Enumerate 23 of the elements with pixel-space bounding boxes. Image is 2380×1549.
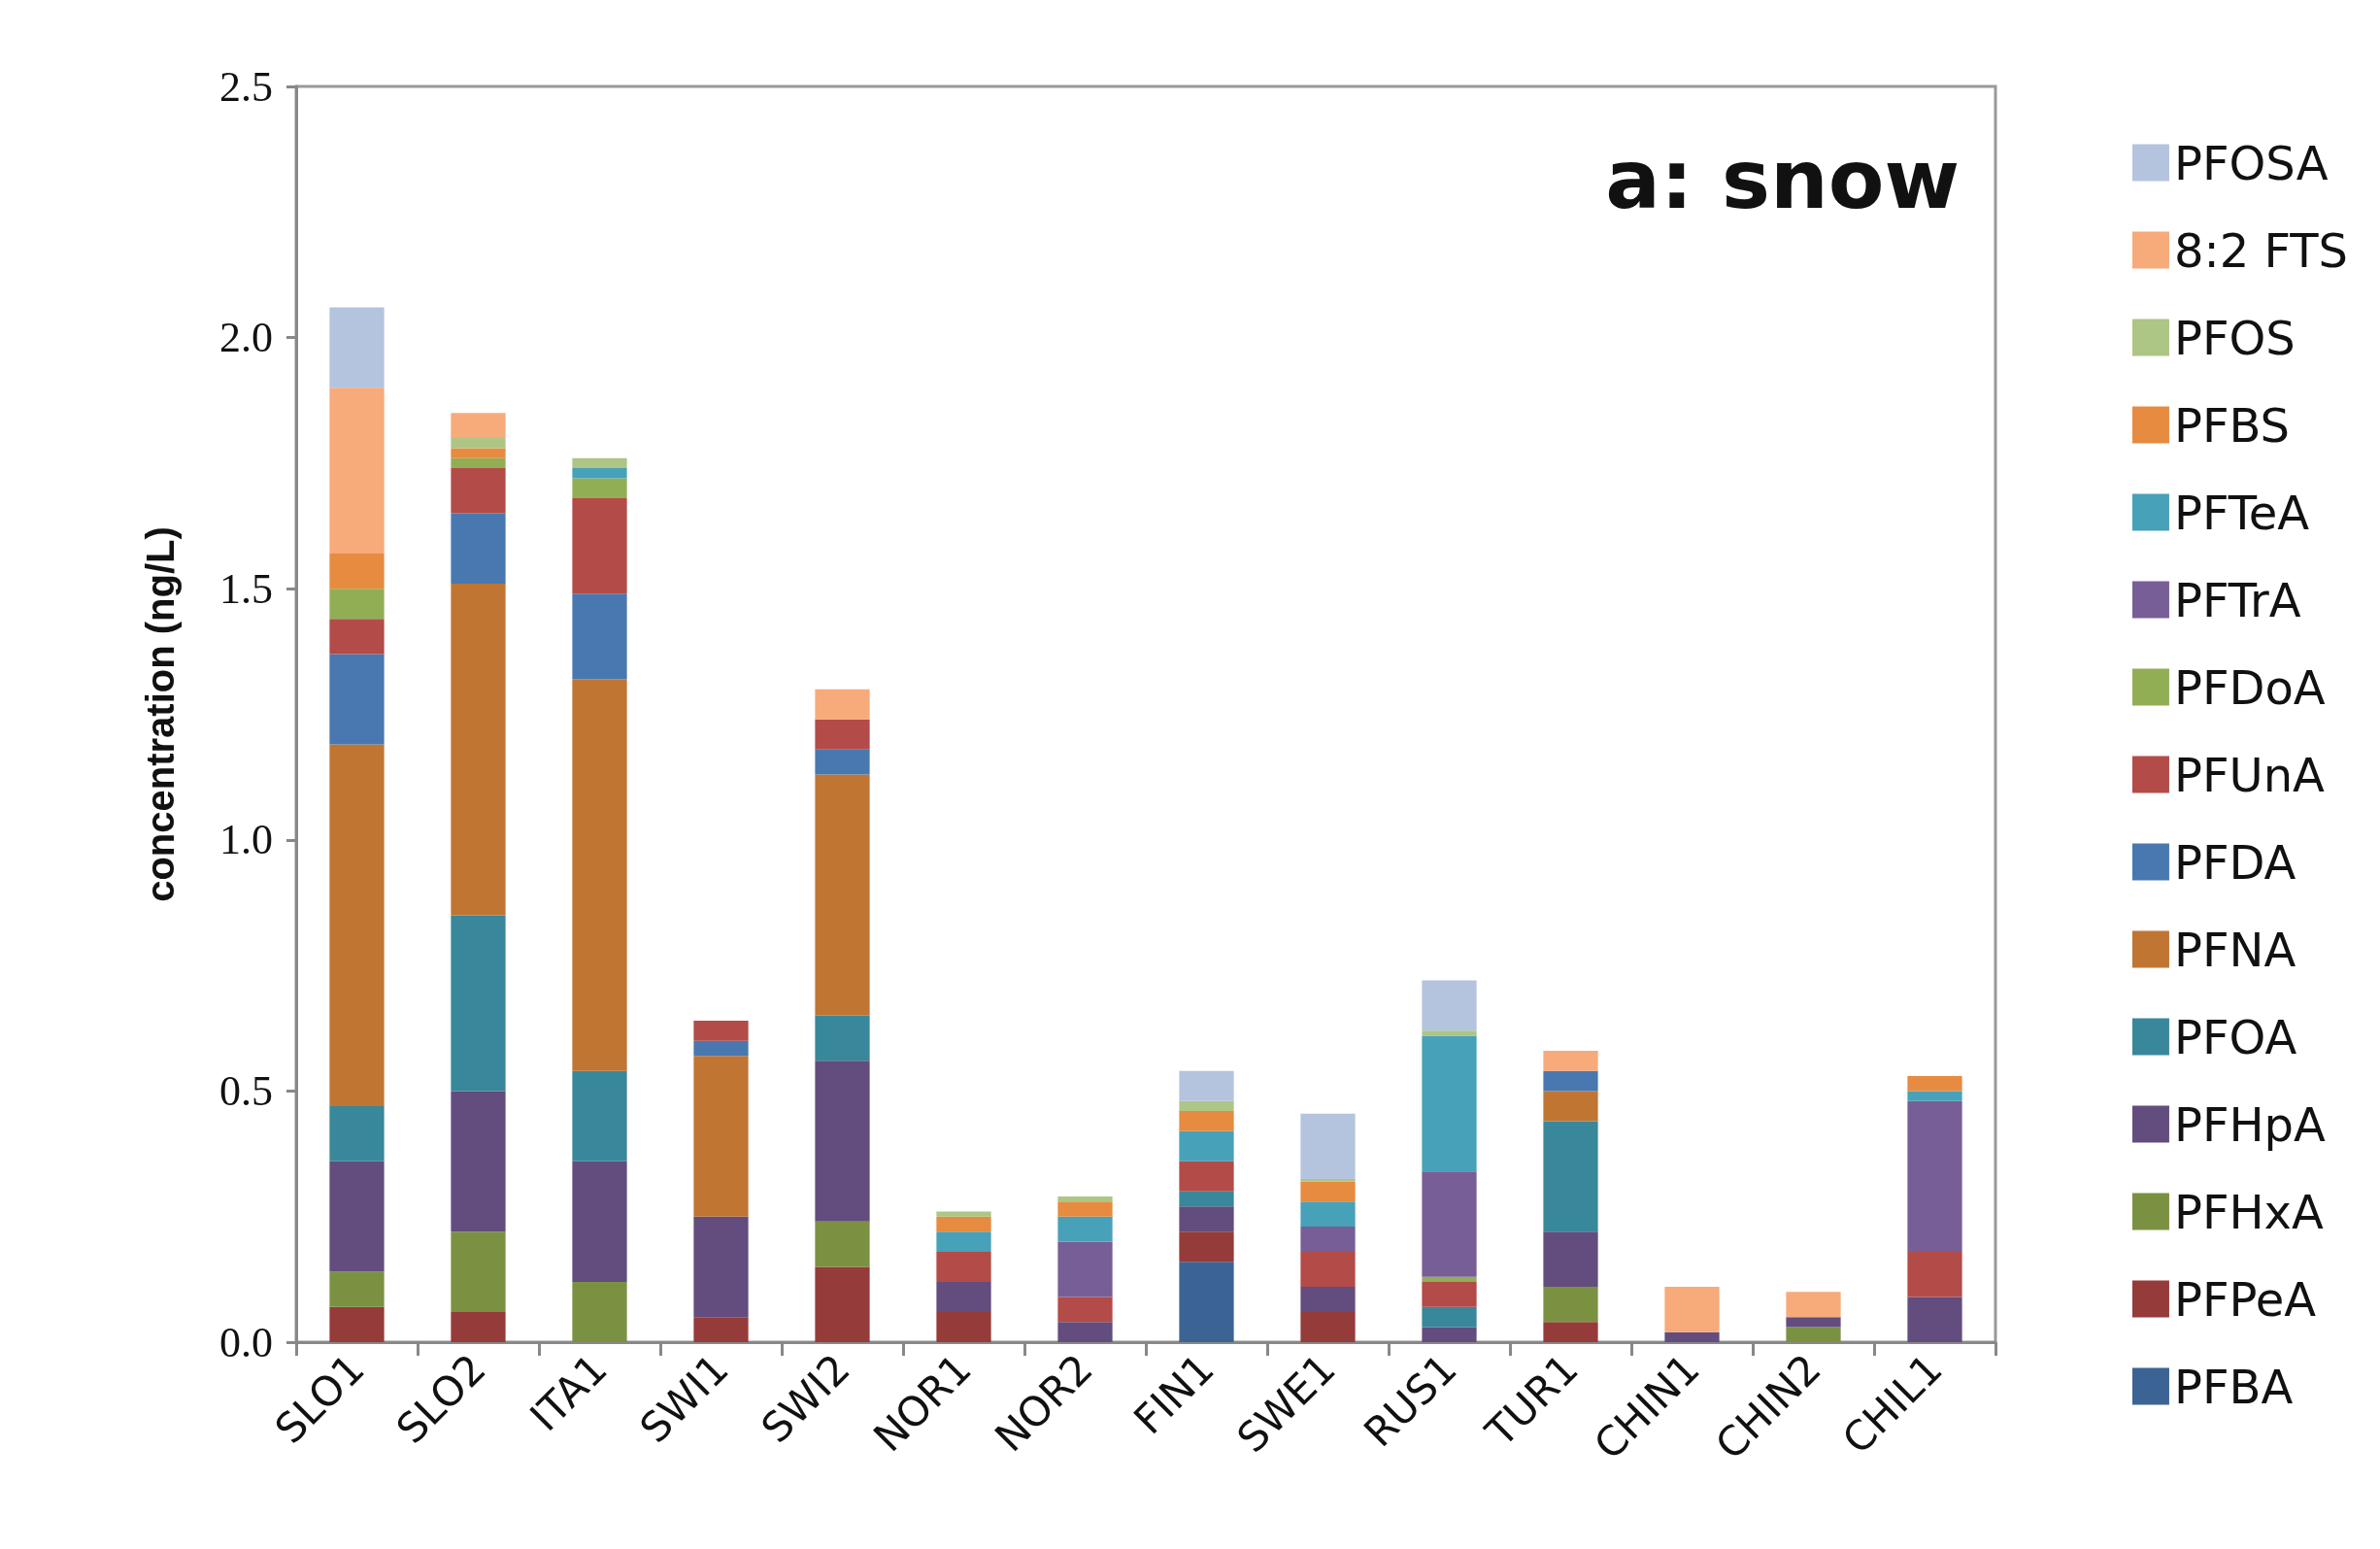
y-tick-label: 0.5 bbox=[219, 1066, 273, 1115]
y-tick-label: 2.0 bbox=[219, 314, 273, 362]
legend-label: PFHpA bbox=[2173, 1096, 2327, 1152]
legend-label: PFDA bbox=[2173, 834, 2296, 890]
y-tick-label: 0.0 bbox=[219, 1318, 273, 1366]
legend-label: PFNA bbox=[2173, 922, 2296, 977]
legend-label: PFPeA bbox=[2173, 1271, 2317, 1327]
legend-label: 8:2 FTS bbox=[2173, 222, 2348, 278]
legend-label: PFDoA bbox=[2173, 659, 2326, 715]
legend-label: PFOSA bbox=[2173, 135, 2329, 190]
legend-label: PFUnA bbox=[2173, 747, 2326, 802]
text: a: snow bbox=[1605, 132, 1961, 227]
legend-label: PFTeA bbox=[2173, 485, 2310, 540]
y-axis-title: concentration (ng/L) bbox=[139, 526, 182, 902]
legend-label: PFOA bbox=[2173, 1009, 2297, 1064]
y-tick-label: 2.5 bbox=[219, 62, 273, 111]
y-tick-label: 1.0 bbox=[219, 816, 273, 864]
legend-label: PFBA bbox=[2173, 1359, 2294, 1414]
legend-label: PFBS bbox=[2173, 397, 2291, 453]
y-tick-label: 1.5 bbox=[219, 564, 273, 613]
legend-label: PFOS bbox=[2173, 310, 2296, 365]
legend-label: PFHxA bbox=[2173, 1184, 2324, 1239]
legend-label: PFTrA bbox=[2173, 572, 2301, 627]
